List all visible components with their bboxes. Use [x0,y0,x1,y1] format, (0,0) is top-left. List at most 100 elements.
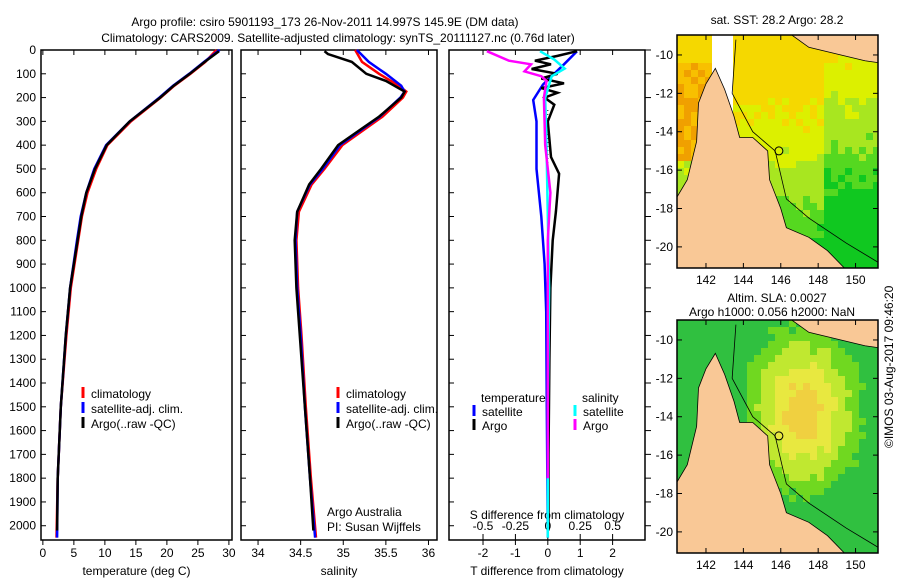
x-tick-label: 2 [609,546,616,560]
series-line-argo-raw-qc- [55,50,220,531]
s-tick-label: -0.25 [502,519,530,533]
map-y-tick-label: -20 [656,240,674,254]
map-title: sat. SST: 28.2 Argo: 28.2 [711,13,844,27]
y-tick-label: 1600 [9,424,36,438]
map-x-tick-label: 150 [846,558,866,572]
x-tick-label: -1 [510,546,521,560]
x-axis-label: temperature (deg C) [82,564,190,578]
land-png [791,320,878,349]
x-tick-label: 34 [251,546,265,560]
x-tick-label: 5 [71,546,78,560]
x-axis-label: salinity [321,564,358,578]
y-tick-label: 0 [29,43,36,57]
x-tick-label: 34.5 [289,546,313,560]
legend-label: climatology [91,387,151,401]
legend-header-temperature: temperature [481,391,546,405]
map-x-tick-label: 142 [696,558,716,572]
map-y-tick-label: -14 [656,125,674,139]
x-tick-label: 36 [422,546,436,560]
y-tick-label: 500 [16,162,36,176]
map-x-tick-label: 146 [771,273,791,287]
y-tick-label: 400 [16,138,36,152]
y-tick-label: 1100 [10,305,36,319]
x-tick-label: 20 [160,546,174,560]
series-line-climatology [295,49,408,538]
y-tick-label: 100 [16,67,36,81]
map-y-tick-label: -16 [656,448,674,462]
map-x-tick-label: 150 [846,273,866,287]
y-tick-label: 1500 [9,400,36,414]
figure-title-line2: Climatology: CARS2009. Satellite-adjuste… [101,31,575,45]
panel-temperature: 0100200300400500600700800900100011001200… [9,43,236,578]
map-sla: 142 144 146 148 150 -10 -12 -14 -16 -18 -20 Altim. … [656,291,879,572]
x-tick-label: 35 [337,546,351,560]
s-tick-label: 0.5 [604,519,621,533]
series-line-temperature-satellite [531,50,578,538]
map-y-tick-label: -18 [656,202,674,216]
legend-label: Argo(..raw -QC) [346,417,431,431]
x-tick-label: -2 [478,546,489,560]
legend-label: satellite-adj. clim. [91,402,183,416]
map-sst: 142 144 146 148 150 -10 -12 -14 -16 -18 -20 sat. SS… [656,13,879,287]
legend-label: satellite [583,405,624,419]
annotation-text: PI: Susan Wijffels [327,520,421,534]
x-tick-label: 15 [129,546,143,560]
panel-salinity: 34 34.5 35 35.5 36 salinity climatologysatelli… [240,49,438,578]
y-tick-label: 200 [16,91,36,105]
map-title: Altim. SLA: 0.0027 [727,291,827,305]
legend-label: Argo [482,419,508,433]
series-line-climatology [55,49,218,538]
x-tick-label: 10 [98,546,112,560]
map-subtitle: Argo h1000: 0.056 h2000: NaN [689,305,855,319]
s-tick-label: -0.5 [473,519,494,533]
map-x-tick-label: 146 [771,558,791,572]
map-y-tick-label: -20 [656,525,674,539]
x-axis-label: T difference from climatology [470,564,624,578]
legend-label: satellite [482,405,523,419]
series-line-argo-raw-qc- [293,50,407,531]
plot-frame [448,49,646,541]
map-y-tick-label: -10 [656,48,674,62]
panel-differences: -2 -1 0 1 2 T difference from climatology -0.5… [448,49,651,578]
map-x-tick-label: 144 [733,558,753,572]
series-line-temperature-argo [531,49,578,531]
y-tick-label: 600 [16,186,36,200]
argo-float-location-marker [774,431,784,441]
map-x-tick-label: 148 [808,273,828,287]
series-line-satellite-adj-clim- [294,49,407,538]
x-tick-label: 35.5 [374,546,398,560]
y-tick-label: 700 [16,210,36,224]
map-y-tick-label: -14 [656,410,674,424]
s-tick-label: 0.25 [569,519,593,533]
land-australia [677,67,845,268]
argo-float-location-marker [774,146,784,156]
y-tick-label: 1300 [9,352,36,366]
map-frame [676,319,879,554]
y-tick-label: 1200 [9,328,36,342]
annotation-text: Argo Australia [327,505,402,519]
map-y-tick-label: -10 [656,333,674,347]
land-australia [677,352,845,553]
x-tick-label: 0 [544,546,551,560]
map-frame [676,34,879,269]
y-tick-label: 1700 [9,447,36,461]
x-tick-label: 25 [191,546,205,560]
plot-frame [40,49,233,541]
isobath-contour [731,39,878,263]
y-tick-label: 900 [16,257,36,271]
y-tick-label: 1000 [9,281,36,295]
map-field [677,320,878,553]
x-tick-label: 1 [577,546,584,560]
map-x-tick-label: 144 [733,273,753,287]
map-y-tick-label: -18 [656,487,674,501]
map-y-tick-label: -16 [656,163,674,177]
y-tick-label: 800 [16,233,36,247]
land-png [791,35,878,64]
legend-label: Argo(..raw -QC) [91,417,176,431]
legend-header-salinity: salinity [582,391,619,405]
x-tick-label: 30 [222,546,236,560]
legend-label: Argo [583,419,609,433]
map-y-tick-label: -12 [656,371,674,385]
map-x-tick-label: 148 [808,558,828,572]
